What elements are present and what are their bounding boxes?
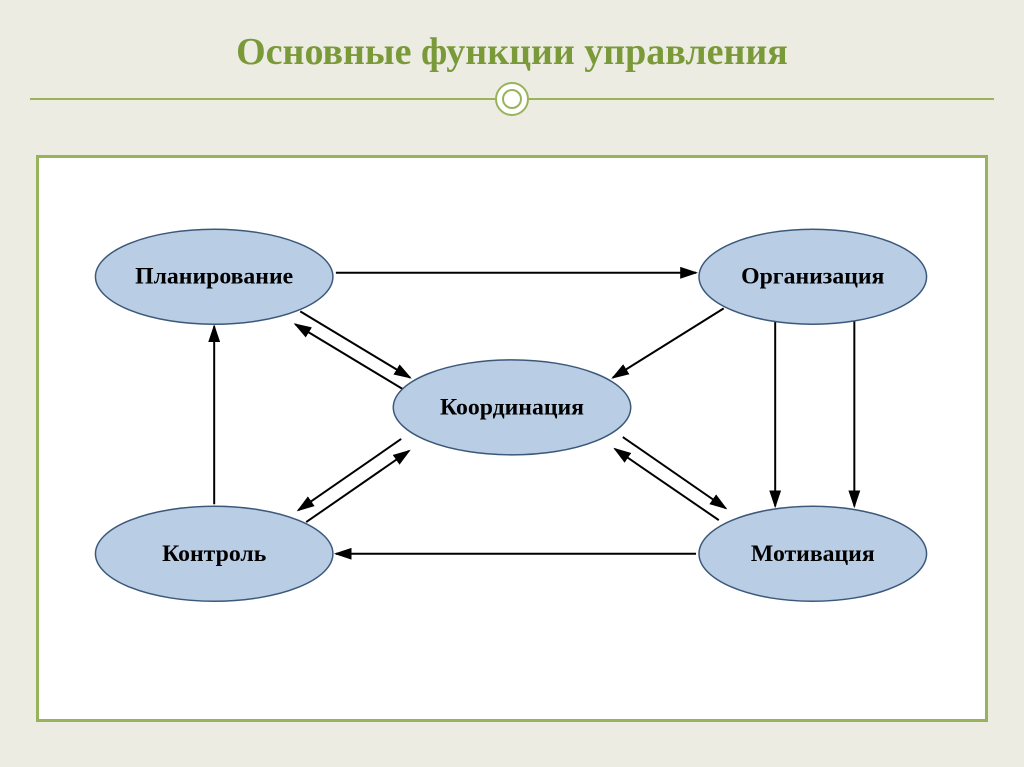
node-plan: Планирование <box>95 229 332 324</box>
node-ctrl: Контроль <box>95 506 332 601</box>
title-area: Основные функции управления <box>0 0 1024 74</box>
node-label-motiv: Мотивация <box>751 541 875 567</box>
node-label-ctrl: Контроль <box>162 541 266 567</box>
content-panel: Планирование Организация Координация Контро… <box>36 155 988 722</box>
edge-plan-coord <box>300 311 410 377</box>
node-label-plan: Планирование <box>135 264 293 290</box>
node-label-coord: Координация <box>440 394 584 420</box>
edge-org-coord <box>613 308 724 377</box>
node-org: Организация <box>699 229 927 324</box>
edge-motiv-coord <box>615 449 719 520</box>
edge-coord-motiv <box>623 437 726 508</box>
edge-coord-ctrl <box>298 439 401 510</box>
node-motiv: Мотивация <box>699 506 927 601</box>
edge-ctrl-coord <box>306 451 409 522</box>
divider-circle-inner <box>502 89 522 109</box>
management-functions-diagram: Планирование Организация Координация Контро… <box>39 158 985 719</box>
slide-title: Основные функции управления <box>0 30 1024 74</box>
edge-coord-plan <box>295 324 405 390</box>
node-coord: Координация <box>393 360 630 455</box>
node-label-org: Организация <box>741 264 884 290</box>
nodes-group: Планирование Организация Координация Контро… <box>95 229 926 601</box>
